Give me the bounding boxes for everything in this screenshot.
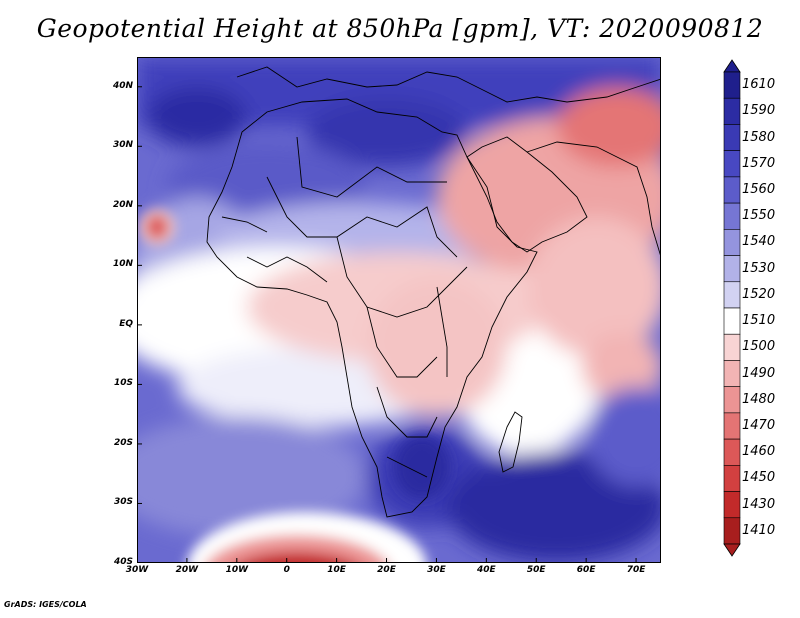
colorbar-swatch: [723, 517, 741, 545]
colorbar-label: 1470: [742, 418, 776, 433]
colorbar-swatch: [723, 465, 741, 492]
colorbar-swatch: [723, 124, 741, 151]
y-tick-label: 30N: [112, 140, 133, 151]
y-tick-label: 10N: [112, 259, 133, 270]
colorbar-label: 1590: [742, 103, 776, 119]
x-tick-label: 10E: [327, 565, 346, 575]
map-panel: [137, 57, 661, 563]
colorbar-label: 1520: [742, 286, 776, 302]
colorbar-svg: [723, 59, 741, 557]
colorbar-swatch: [723, 71, 741, 99]
x-tick-label: 30E: [427, 565, 446, 575]
y-tick-label: 40N: [112, 80, 133, 91]
colorbar-swatch: [723, 281, 741, 309]
colorbar-label: 1560: [742, 182, 776, 197]
x-tick-label: 0: [283, 565, 290, 575]
colorbar-label: 1540: [742, 234, 776, 250]
colorbar-label: 1500: [742, 339, 776, 355]
x-tick-label: 30W: [125, 565, 149, 575]
y-tick-label: 20S: [113, 437, 133, 448]
colorbar-bottom-triangle: [723, 543, 741, 557]
colorbar: 1610 1590 1580 1570 1560 1550 1540 1530 1520 1510…: [722, 58, 800, 558]
x-tick-label: 20W: [175, 565, 199, 575]
colorbar-label: 1430: [742, 496, 776, 512]
colorbar-label: 1580: [742, 129, 776, 145]
colorbar-swatch: [723, 333, 741, 361]
colorbar-label: 1460: [742, 444, 776, 460]
y-tick-label: 30S: [113, 497, 133, 508]
colorbar-label: 1530: [742, 260, 776, 276]
colorbar-label: 1480: [742, 391, 776, 407]
colorbar-swatch: [723, 386, 741, 414]
colorbar-swatch: [723, 255, 741, 283]
colorbar-label: 1410: [742, 522, 776, 538]
colorbar-swatch: [723, 229, 741, 256]
colorbar-label: 1450: [742, 470, 776, 486]
colorbar-swatch: [723, 412, 741, 440]
x-tick-label: 10W: [225, 565, 249, 575]
colorbar-swatch: [723, 491, 741, 519]
x-tick-label: 40E: [476, 565, 496, 575]
colorbar-label: 1490: [742, 365, 776, 381]
grads-footer: GrADS: IGES/COLA: [4, 600, 87, 609]
colorbar-swatch: [723, 176, 741, 204]
y-tick-label: EQ: [119, 318, 133, 329]
colorbar-swatch: [723, 150, 741, 178]
colorbar-swatch: [723, 438, 741, 466]
coastlines: [206, 66, 661, 518]
x-tick-label: 20E: [377, 565, 396, 575]
colorbar-swatch: [723, 202, 741, 230]
colorbar-swatch: [723, 307, 741, 335]
x-tick-label: 50E: [526, 565, 546, 575]
axis-ticks: [137, 86, 637, 563]
colorbar-label: 1550: [742, 208, 776, 224]
map-svg: [137, 57, 661, 563]
colorbar-swatch: [723, 360, 741, 387]
x-tick-label: 60E: [576, 565, 596, 575]
y-tick-label: 40S: [113, 557, 133, 567]
colorbar-label: 1570: [742, 155, 776, 171]
y-tick-label: 10S: [113, 378, 133, 389]
colorbar-label: 1510: [742, 313, 776, 329]
x-tick-label: 70E: [626, 565, 646, 575]
chart-title: Geopotential Height at 850hPa [gpm], VT:…: [36, 14, 764, 43]
colorbar-top-triangle: [723, 59, 741, 73]
colorbar-label: 1610: [742, 77, 776, 93]
y-tick-label: 20N: [112, 199, 133, 210]
map-frame-border: [137, 57, 661, 563]
colorbar-swatch: [723, 97, 741, 125]
